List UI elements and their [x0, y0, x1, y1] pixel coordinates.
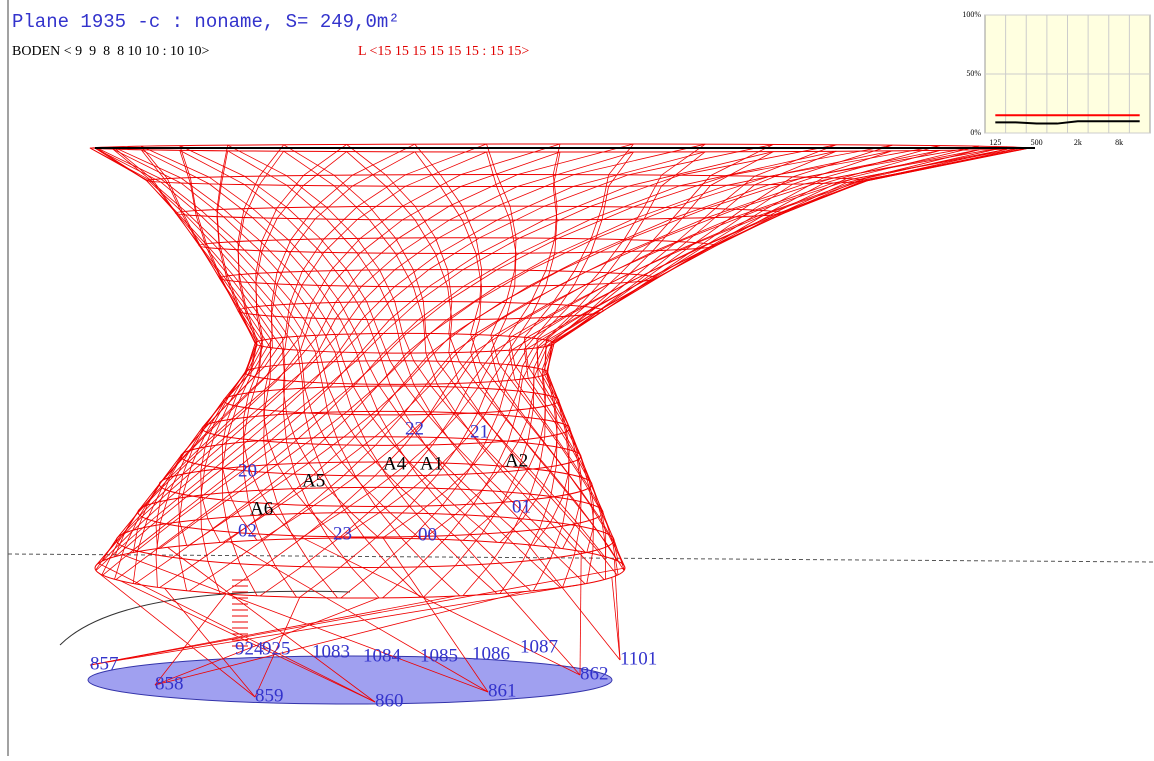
x-tick-label: 2k	[1074, 138, 1082, 147]
point-label: 861	[488, 680, 517, 701]
point-label: 858	[155, 673, 184, 694]
wire-ruling	[424, 146, 979, 597]
receiver-label: 01	[512, 496, 531, 517]
point-label: 1083	[312, 641, 350, 662]
source-label: A6	[250, 498, 273, 519]
wire-ruling	[383, 149, 1008, 538]
receiver-label: 02	[238, 520, 257, 541]
receiver-label: 21	[470, 421, 489, 442]
wire-ruling	[103, 152, 774, 576]
wire-ruling	[223, 147, 1007, 543]
wire-drop	[580, 551, 581, 675]
source-label: A2	[505, 450, 528, 471]
wire-ring	[138, 487, 603, 537]
receiver-label: 00	[418, 524, 437, 545]
x-tick-label: 500	[1031, 138, 1043, 147]
wire-ruling	[545, 144, 774, 587]
source-label: A1	[420, 453, 443, 474]
receiver-label: 20	[238, 460, 257, 481]
title: Plane 1935 -c : noname, S= 249,0m²	[12, 11, 400, 33]
x-tick-label: 125	[989, 138, 1001, 147]
wire-ruling	[113, 147, 338, 598]
x-tick-label: 8k	[1115, 138, 1123, 147]
wireframe	[90, 144, 1035, 702]
app-window: Plane 1935 -c : noname, S= 249,0m² BODEN…	[0, 0, 1154, 756]
wire-ruling	[463, 146, 940, 596]
point-label: 1101	[620, 648, 657, 669]
wire-ruling	[383, 147, 1008, 598]
point-label: 862	[580, 663, 609, 684]
floor-line: BODEN < 9 9 8 8 10 10 : 10 10>	[12, 44, 210, 59]
y-tick-label: 100%	[962, 10, 981, 19]
absorption-chart: 100% 50% 0% 125 500 2k 8k	[962, 10, 1150, 147]
wire-ruling	[189, 150, 979, 591]
point-label: 925	[262, 638, 291, 659]
wire-ring	[224, 386, 559, 415]
point-label: 1087	[520, 636, 558, 657]
y-tick-label: 50%	[966, 69, 981, 78]
wire-ruling	[347, 152, 618, 576]
point-label: 857	[90, 653, 119, 674]
receiver-label: 23	[333, 523, 352, 544]
source-label: A5	[302, 470, 325, 491]
viewport: Plane 1935 -c : noname, S= 249,0m² BODEN…	[0, 0, 1154, 756]
wire-ring	[175, 206, 783, 220]
wire-ring	[146, 175, 867, 187]
point-label: 859	[255, 685, 284, 706]
point-label: 860	[375, 690, 404, 711]
level-line: L <15 15 15 15 15 15 : 15 15>	[358, 44, 529, 59]
wire-ruling	[500, 151, 892, 543]
source-label: A4	[383, 453, 407, 474]
point-label: 1085	[420, 645, 458, 666]
y-tick-label: 0%	[970, 128, 981, 137]
receiver-label: 22	[405, 418, 424, 439]
point-label: 924	[235, 638, 264, 659]
point-label: 1086	[472, 643, 510, 664]
point-label: 1084	[363, 645, 402, 666]
